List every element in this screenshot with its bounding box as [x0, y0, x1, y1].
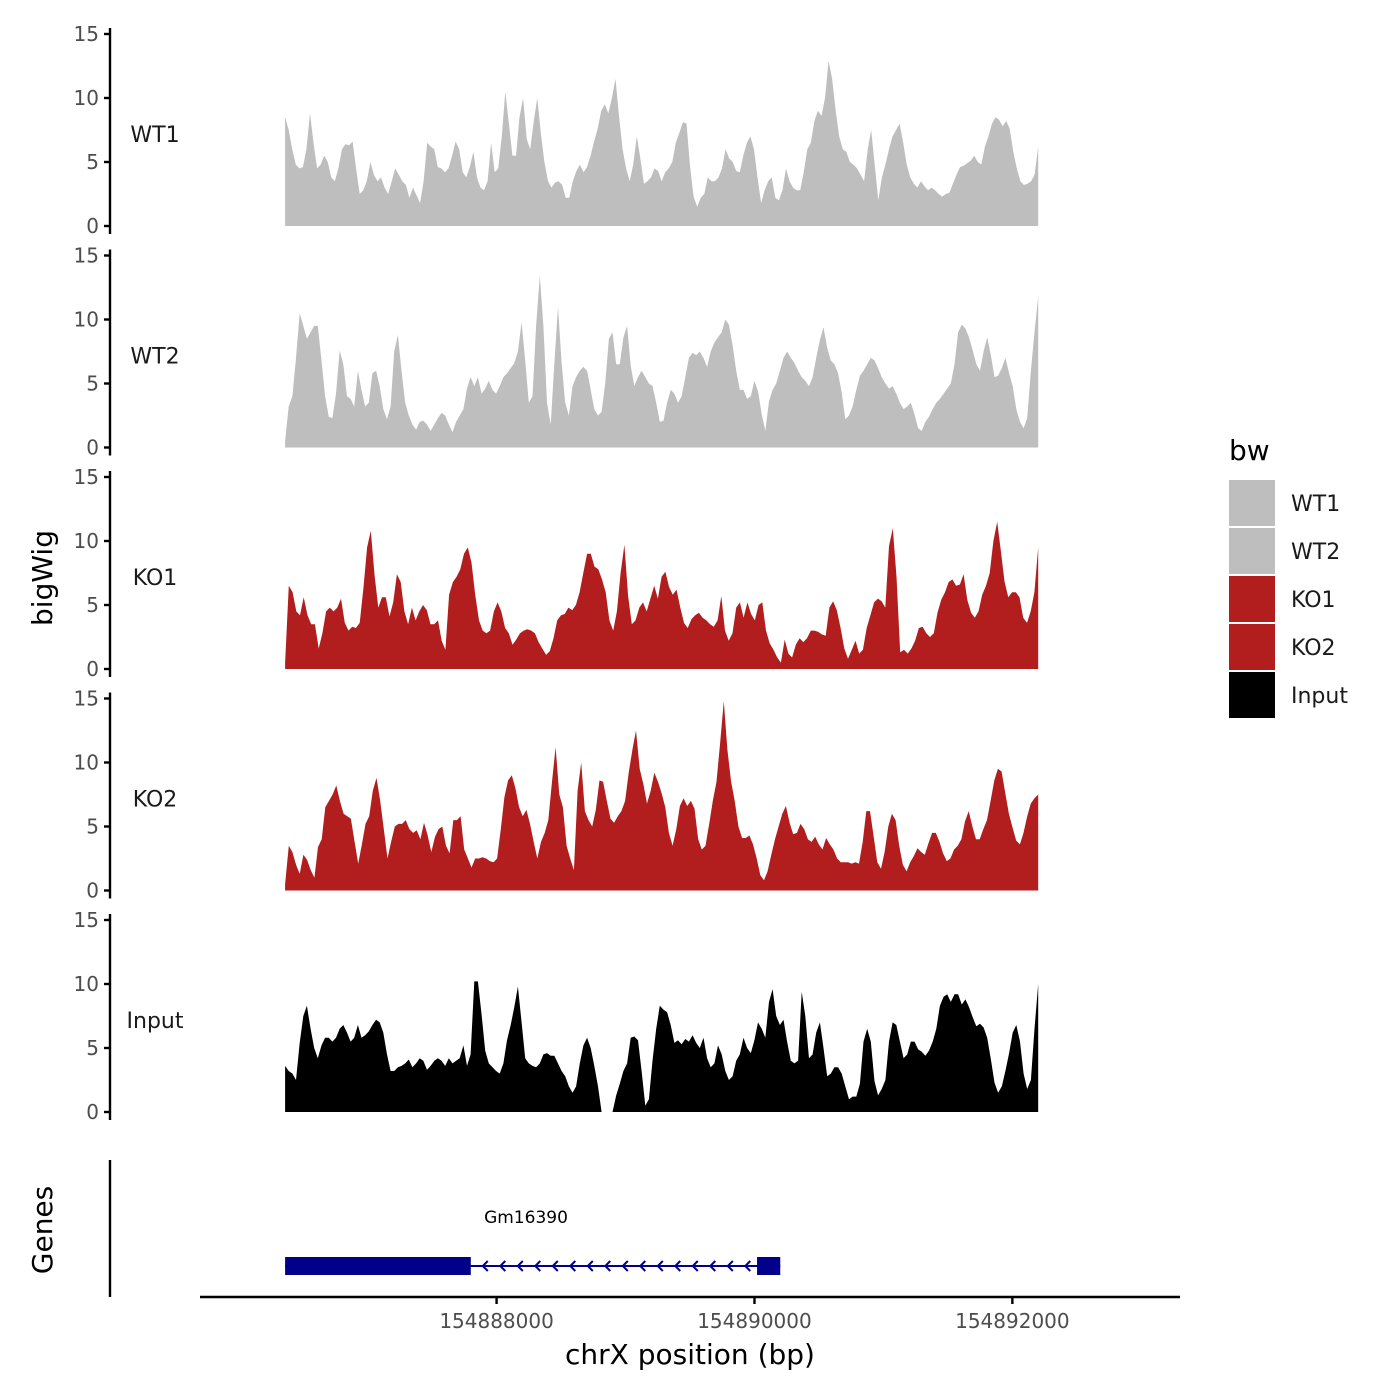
track-label: KO2	[133, 788, 178, 813]
track-ko2: 0 5 10 15 KO2	[74, 687, 1039, 903]
y-tick-label: 15	[74, 465, 99, 489]
strand-arrow	[743, 1260, 751, 1272]
x-tick-label: 154888000	[439, 1309, 554, 1333]
x-tick-label: 154892000	[955, 1309, 1070, 1333]
legend-swatch	[1229, 576, 1275, 622]
legend-item-input: Input	[1229, 672, 1348, 718]
strand-arrow	[673, 1260, 681, 1272]
track-area-wt1	[285, 60, 1039, 227]
y-tick-label: 5	[86, 1036, 99, 1060]
y-tick-label: 15	[74, 908, 99, 932]
genes-panel: Genes Gm16390	[26, 1160, 781, 1297]
legend-item-wt2: WT2	[1229, 528, 1340, 574]
y-tick-label: 10	[74, 86, 99, 110]
strand-arrow	[551, 1260, 559, 1272]
y-tick-label: 15	[74, 687, 99, 711]
x-axis: chrX position (bp) 154888000 154890000 154…	[200, 1295, 1180, 1371]
y-tick-label: 5	[86, 593, 99, 617]
y-tick-label: 5	[86, 372, 99, 396]
track-area-ko1	[285, 521, 1039, 669]
y-tick-label: 0	[86, 879, 99, 903]
gene-name-label: Gm16390	[484, 1208, 568, 1228]
strand-arrow	[603, 1260, 611, 1272]
strand-arrow	[568, 1260, 576, 1272]
legend-swatch	[1229, 528, 1275, 574]
legend-label: KO1	[1291, 588, 1336, 613]
strand-arrow	[638, 1260, 646, 1272]
genes-axis-title: Genes	[26, 1186, 59, 1274]
track-wt2: 0 5 10 15 WT2	[74, 244, 1039, 460]
strand-arrow	[516, 1260, 524, 1272]
strand-arrow	[586, 1260, 594, 1272]
y-tick-label: 0	[86, 657, 99, 681]
legend-label: WT1	[1291, 492, 1340, 517]
strand-arrow	[533, 1260, 541, 1272]
strand-arrow	[498, 1260, 506, 1272]
track-ko1: 0 5 10 15 KO1	[74, 465, 1039, 681]
y-axis-title: bigWig	[26, 530, 59, 626]
track-area-input	[285, 981, 1039, 1112]
track-area-ko2	[285, 701, 1039, 891]
track-label: WT1	[130, 123, 179, 148]
legend: bw WT1 WT2 KO1 KO2 Input	[1229, 434, 1348, 718]
track-wt1: 0 5 10 15 WT1	[74, 22, 1039, 238]
legend-title: bw	[1229, 434, 1270, 467]
legend-item-ko2: KO2	[1229, 624, 1336, 670]
strand-arrow	[621, 1260, 629, 1272]
x-axis-title: chrX position (bp)	[565, 1338, 815, 1371]
legend-label: KO2	[1291, 636, 1336, 661]
legend-swatch	[1229, 480, 1275, 526]
gene-exon	[285, 1257, 471, 1275]
legend-item-ko1: KO1	[1229, 576, 1336, 622]
x-tick-label: 154890000	[697, 1309, 812, 1333]
strand-arrow	[691, 1260, 699, 1272]
y-tick-label: 15	[74, 244, 99, 268]
legend-label: Input	[1291, 684, 1348, 709]
y-tick-label: 10	[74, 972, 99, 996]
y-tick-label: 10	[74, 308, 99, 332]
legend-label: WT2	[1291, 540, 1340, 565]
tracks-layer: 0 5 10 15 WT1 0 5 10 15 WT2 0 5 10 15 KO1 0 5 10 15 KO2 0 5 10…	[74, 22, 1039, 1124]
track-label: KO1	[133, 566, 178, 591]
gene-gm16390: Gm16390	[285, 1208, 781, 1275]
gene-exon	[757, 1257, 781, 1275]
y-tick-label: 0	[86, 214, 99, 238]
y-tick-label: 5	[86, 150, 99, 174]
track-input: 0 5 10 15 Input	[74, 908, 1039, 1124]
y-tick-label: 5	[86, 815, 99, 839]
track-area-wt2	[285, 276, 1039, 448]
y-tick-label: 10	[74, 751, 99, 775]
y-tick-label: 0	[86, 1100, 99, 1124]
y-tick-label: 15	[74, 22, 99, 46]
strand-arrow	[726, 1260, 734, 1272]
track-label: WT2	[130, 345, 179, 370]
track-label: Input	[127, 1009, 184, 1034]
legend-swatch	[1229, 624, 1275, 670]
strand-arrow	[708, 1260, 716, 1272]
y-tick-label: 0	[86, 436, 99, 460]
legend-item-wt1: WT1	[1229, 480, 1340, 526]
strand-arrow	[656, 1260, 664, 1272]
legend-swatch	[1229, 672, 1275, 718]
y-tick-label: 10	[74, 529, 99, 553]
strand-arrow	[481, 1260, 489, 1272]
